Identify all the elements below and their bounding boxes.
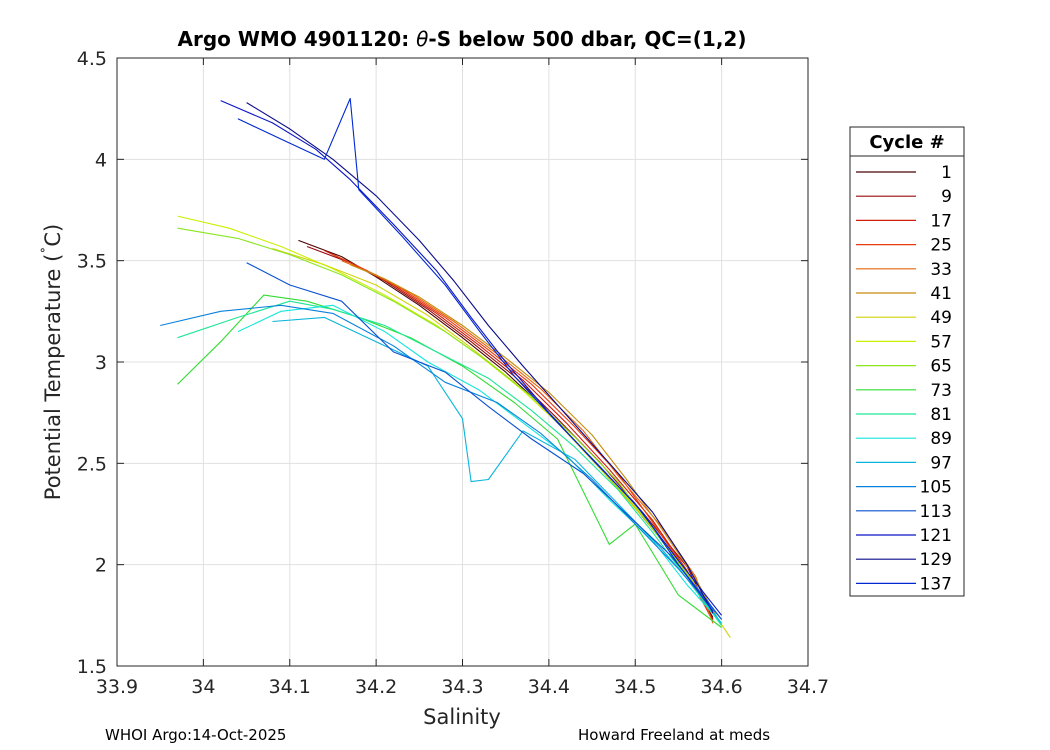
legend-label-33: 33 (930, 260, 952, 280)
legend-title: Cycle # (869, 132, 944, 153)
x-tick-labels: 33.9 34 34.1 34.2 34.3 34.4 34.5 34.6 34.7 (96, 676, 829, 698)
x-tick-label: 34.5 (614, 676, 656, 698)
legend-label-113: 113 (920, 502, 952, 522)
series-line-cycle-129 (246, 102, 714, 614)
legend-label-41: 41 (930, 284, 952, 304)
data-series (160, 97, 731, 638)
legend-entries: 1 9 17 25 33 41 49 57 65 73 81 89 97 105 113 121 129 137 (856, 163, 952, 594)
legend-label-97: 97 (930, 453, 952, 473)
series-line-cycle-81 (177, 300, 723, 626)
series-line-cycle-9 (306, 245, 714, 620)
series-line-cycle-17 (324, 250, 714, 622)
series-line-cycle-65 (177, 227, 723, 626)
x-tick-label: 34.2 (355, 676, 397, 698)
series-line-cycle-49 (272, 247, 731, 638)
y-tick-label: 1.5 (77, 656, 107, 678)
legend-label-65: 65 (930, 357, 952, 377)
x-tick-label: 34.7 (787, 676, 829, 698)
footer-right-note: Howard Freeland at meds (578, 726, 771, 744)
legend-label-73: 73 (930, 381, 952, 401)
x-tick-label: 34 (191, 676, 215, 698)
series-line-cycle-73 (177, 294, 722, 628)
grid-lines (117, 58, 808, 666)
series-line-cycle-33 (341, 260, 714, 624)
series-line-cycle-41 (349, 264, 723, 626)
series-line-cycle-57 (177, 215, 723, 626)
legend-label-49: 49 (930, 308, 952, 328)
series-line-cycle-1 (298, 239, 714, 618)
y-tick-label: 2 (95, 555, 107, 577)
legend: Cycle # 1 9 17 25 33 41 49 57 65 73 81 89 97 105 113 12… (849, 126, 965, 597)
series-line-cycle-25 (332, 254, 714, 622)
series-line-cycle-89 (237, 304, 723, 624)
legend-label-105: 105 (920, 478, 952, 498)
x-tick-label: 33.9 (96, 676, 138, 698)
legend-label-1: 1 (941, 163, 952, 183)
legend-label-17: 17 (930, 211, 952, 231)
x-axis-label: Salinity (423, 705, 501, 729)
y-tick-label: 3 (95, 352, 107, 374)
x-tick-label: 34.4 (528, 676, 570, 698)
series-line-cycle-105 (160, 304, 723, 620)
legend-label-9: 9 (941, 187, 952, 207)
y-axis-label: Potential Temperature (˚C) (40, 224, 65, 500)
y-tick-label: 4 (95, 149, 107, 171)
legend-label-57: 57 (930, 332, 952, 352)
y-tick-label: 4.5 (77, 48, 107, 70)
legend-label-137: 137 (920, 574, 952, 594)
x-tick-label: 34.1 (269, 676, 311, 698)
x-tick-label: 34.3 (441, 676, 483, 698)
series-line-cycle-97 (272, 316, 723, 624)
legend-label-81: 81 (930, 405, 952, 425)
x-tick-label: 34.6 (700, 676, 742, 698)
series-line-cycle-113 (246, 262, 723, 620)
legend-label-25: 25 (930, 236, 952, 256)
series-line-cycle-137 (237, 97, 714, 612)
legend-label-89: 89 (930, 429, 952, 449)
y-tick-label: 3.5 (77, 251, 107, 273)
series-line-cycle-121 (220, 100, 723, 616)
axis-ticks (116, 57, 809, 667)
legend-box (849, 126, 965, 597)
footer-left-note: WHOI Argo:14-Oct-2025 (105, 726, 287, 744)
legend-label-121: 121 (920, 526, 952, 546)
chart-title: Argo WMO 4901120: θ-S below 500 dbar, QC… (178, 27, 747, 51)
y-tick-labels: 1.5 2 2.5 3 3.5 4 4.5 (77, 48, 107, 678)
legend-label-129: 129 (920, 550, 952, 570)
y-tick-label: 2.5 (77, 453, 107, 475)
